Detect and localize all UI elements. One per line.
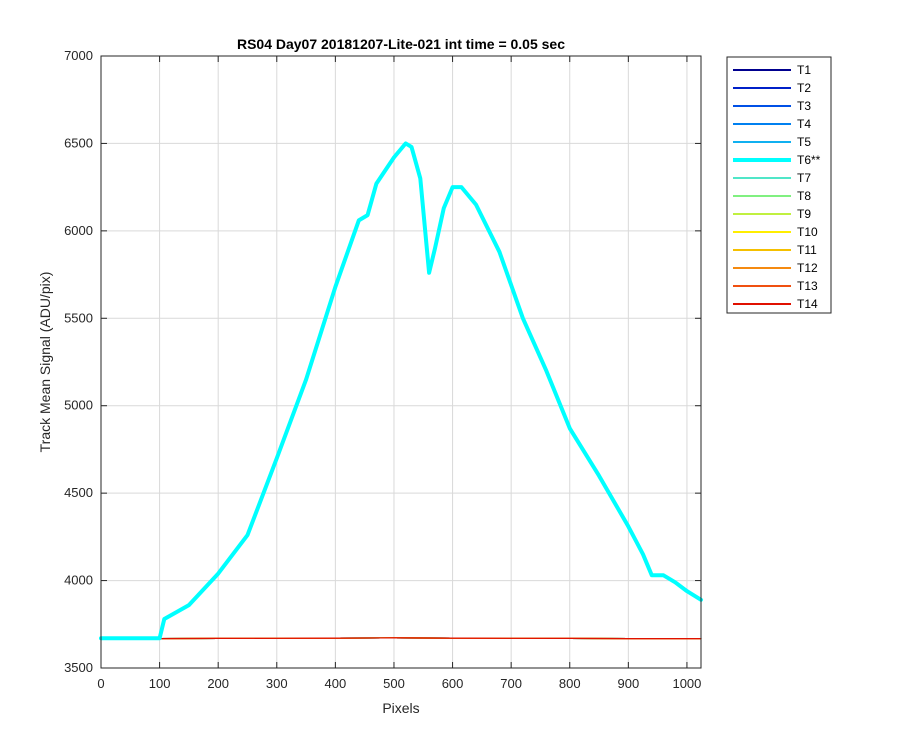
legend-entry-label: T1 xyxy=(797,63,811,77)
legend-entry-label: T13 xyxy=(797,279,818,293)
legend-entry-label: T2 xyxy=(797,81,811,95)
y-tick-label: 5500 xyxy=(64,310,93,325)
legend-entry-label: T12 xyxy=(797,261,818,275)
x-axis-label: Pixels xyxy=(382,700,419,716)
legend-entry-label: T9 xyxy=(797,207,811,221)
series-line-t14 xyxy=(100,637,702,640)
legend-entry-label: T10 xyxy=(797,225,818,239)
x-tick-label: 100 xyxy=(149,676,171,691)
axis-ticks xyxy=(100,55,701,669)
x-tick-label: 500 xyxy=(383,676,405,691)
y-tick-label: 5000 xyxy=(64,398,93,413)
plot-frame xyxy=(100,55,702,669)
legend-entry-label: T6** xyxy=(797,153,821,167)
plot-area xyxy=(101,56,701,668)
series-lines xyxy=(99,141,703,641)
legend-entry-label: T5 xyxy=(797,135,811,149)
legend-entry-label: T11 xyxy=(797,243,817,257)
legend-entry-label: T4 xyxy=(797,117,811,131)
x-tick-label: 300 xyxy=(266,676,288,691)
x-tick-label: 800 xyxy=(559,676,581,691)
x-tick-label: 900 xyxy=(617,676,639,691)
x-tick-label: 400 xyxy=(325,676,347,691)
chart-title: RS04 Day07 20181207-Lite-021 int time = … xyxy=(237,36,565,52)
x-tick-labels: 0 100 200 300 400 500 600 700 800 900 1000 xyxy=(97,676,701,691)
x-tick-label: 0 xyxy=(97,676,104,691)
y-tick-label: 6000 xyxy=(64,223,93,238)
y-tick-label: 3500 xyxy=(64,660,93,675)
x-tick-label: 1000 xyxy=(672,676,701,691)
legend-entry-label: T14 xyxy=(797,297,818,311)
y-tick-label: 6500 xyxy=(64,135,93,150)
y-tick-labels: 3500 4000 4500 5000 5500 6000 6500 7000 xyxy=(64,48,93,675)
x-tick-label: 600 xyxy=(442,676,464,691)
legend-entry-label: T7 xyxy=(797,171,811,185)
y-tick-label: 7000 xyxy=(64,48,93,63)
legend: T1 T2 T3 T4 T5 T6** T7 T8 T9 T10 T11 T12 T13 T14 xyxy=(726,56,832,314)
y-tick-label: 4000 xyxy=(64,573,93,588)
series-line-t6 xyxy=(99,141,703,641)
x-tick-label: 200 xyxy=(207,676,229,691)
legend-box xyxy=(726,56,832,314)
x-tick-label: 700 xyxy=(500,676,522,691)
y-axis-label: Track Mean Signal (ADU/pix) xyxy=(37,272,53,453)
y-tick-label: 4500 xyxy=(64,485,93,500)
legend-entry-label: T3 xyxy=(797,99,811,113)
legend-entry-label: T8 xyxy=(797,189,811,203)
